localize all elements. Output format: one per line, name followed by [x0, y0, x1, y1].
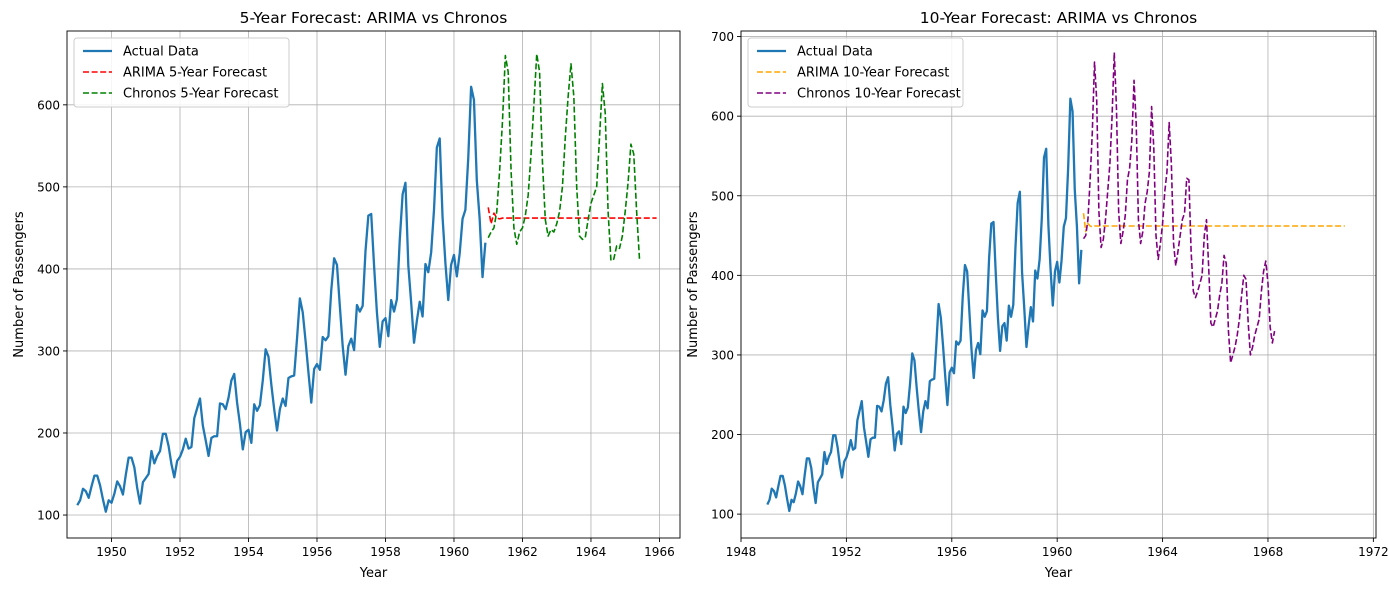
y-tick-label: 300 [711, 348, 734, 362]
legend-label: ARIMA 10-Year Forecast [797, 66, 949, 81]
x-tick-label: 1960 [1042, 545, 1073, 559]
legend-label: Chronos 5-Year Forecast [123, 87, 279, 102]
y-tick-label: 400 [37, 262, 60, 276]
series-group [766, 51, 1345, 513]
chart-5yr: 1950 1952 1954 1956 1958 1960 1962 1964 1966 100 2… [12, 9, 681, 581]
series-group [76, 53, 657, 513]
series-line-arima [1082, 213, 1345, 233]
series-line-actual [766, 97, 1083, 513]
x-axis-label: Year [359, 566, 388, 581]
y-tick-label: 500 [37, 180, 60, 194]
x-axis-label: Year [1044, 566, 1073, 581]
x-tick-label: 1952 [165, 545, 196, 559]
y-tick-label: 300 [37, 344, 60, 358]
x-tick-label: 1958 [370, 545, 401, 559]
legend: Actual Data ARIMA 5-Year Forecast Chronos … [73, 37, 290, 108]
y-axis-label: Number of Passengers [686, 211, 701, 358]
y-tick-label: 100 [37, 509, 60, 523]
x-tick-label: 1968 [1253, 545, 1284, 559]
y-tick-label: 400 [711, 269, 734, 283]
x-tick-label: 1966 [644, 545, 675, 559]
axes-frame [740, 30, 1377, 539]
x-tick-label: 1950 [96, 545, 127, 559]
legend-label: Actual Data [123, 45, 199, 60]
legend: Actual Data ARIMA 10-Year Forecast Chronos… [747, 37, 964, 108]
legend-label: Actual Data [797, 45, 873, 60]
y-axis-label: Number of Passengers [12, 211, 27, 358]
x-tick-label: 1960 [439, 545, 470, 559]
y-tick-label: 600 [37, 98, 60, 112]
y-tick-label: 700 [711, 30, 734, 44]
x-tick-label: 1962 [507, 545, 538, 559]
y-tick-label: 600 [711, 110, 734, 124]
legend-box [73, 37, 290, 108]
x-tick-label: 1972 [1358, 545, 1389, 559]
chart-10yr: 1948 1952 1956 1960 1964 1968 1972 100 200 300 400… [686, 9, 1389, 581]
x-tick-label: 1964 [576, 545, 607, 559]
chart-title: 10-Year Forecast: ARIMA vs Chronos [920, 9, 1198, 27]
series-line-chronos [487, 53, 641, 262]
y-tick-label: 500 [711, 189, 734, 203]
legend-label: Chronos 10-Year Forecast [797, 87, 961, 102]
y-tick-label: 200 [711, 428, 734, 442]
chart-title: 5-Year Forecast: ARIMA vs Chronos [240, 9, 508, 27]
x-tick-label: 1956 [302, 545, 333, 559]
series-line-actual [76, 85, 487, 513]
series-line-chronos [1082, 51, 1276, 364]
x-tick-label: 1956 [937, 545, 968, 559]
x-tick-label: 1954 [233, 545, 264, 559]
x-tick-label: 1948 [726, 545, 757, 559]
series-line-arima [487, 207, 657, 225]
axes-frame [66, 30, 681, 539]
x-tick-label: 1952 [831, 545, 862, 559]
y-tick-label: 100 [711, 508, 734, 522]
x-tick-label: 1964 [1147, 545, 1178, 559]
legend-box [747, 37, 964, 108]
y-tick-label: 200 [37, 426, 60, 440]
legend-label: ARIMA 5-Year Forecast [123, 66, 267, 81]
